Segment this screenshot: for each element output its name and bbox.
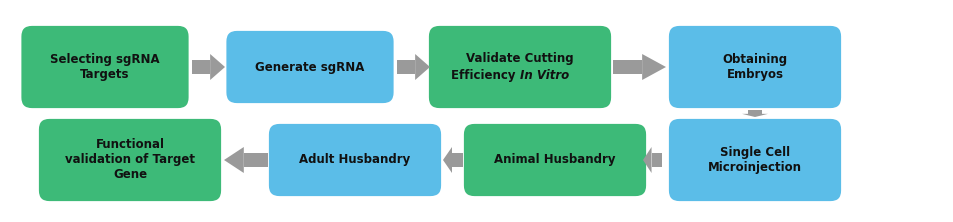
FancyBboxPatch shape xyxy=(667,117,841,202)
Text: Generate sgRNA: Generate sgRNA xyxy=(255,61,364,73)
Polygon shape xyxy=(613,60,641,74)
Polygon shape xyxy=(415,54,430,80)
Text: In Vitro: In Vitro xyxy=(519,69,569,82)
Polygon shape xyxy=(642,147,651,173)
Text: Adult Husbandry: Adult Husbandry xyxy=(299,153,410,166)
FancyBboxPatch shape xyxy=(667,24,841,109)
Text: Obtaining
Embryos: Obtaining Embryos xyxy=(721,53,787,81)
Text: Functional
validation of Target
Gene: Functional validation of Target Gene xyxy=(65,139,194,182)
FancyBboxPatch shape xyxy=(225,30,395,105)
Polygon shape xyxy=(244,153,268,167)
FancyBboxPatch shape xyxy=(427,24,612,109)
Polygon shape xyxy=(452,153,462,167)
Polygon shape xyxy=(210,54,225,80)
Text: Selecting sgRNA
Targets: Selecting sgRNA Targets xyxy=(51,53,160,81)
FancyBboxPatch shape xyxy=(37,117,222,202)
Polygon shape xyxy=(224,147,244,173)
Text: Animal Husbandry: Animal Husbandry xyxy=(494,153,615,166)
FancyBboxPatch shape xyxy=(462,123,647,198)
Text: Validate Cutting: Validate Cutting xyxy=(466,52,573,65)
Polygon shape xyxy=(741,114,767,117)
Polygon shape xyxy=(396,60,415,74)
Polygon shape xyxy=(192,60,210,74)
FancyBboxPatch shape xyxy=(267,123,442,198)
Polygon shape xyxy=(747,110,761,114)
Polygon shape xyxy=(651,153,661,167)
Text: Efficiency: Efficiency xyxy=(451,69,519,82)
FancyBboxPatch shape xyxy=(20,24,190,109)
Polygon shape xyxy=(641,54,665,80)
Polygon shape xyxy=(442,147,452,173)
Text: Single Cell
Microinjection: Single Cell Microinjection xyxy=(707,146,801,174)
